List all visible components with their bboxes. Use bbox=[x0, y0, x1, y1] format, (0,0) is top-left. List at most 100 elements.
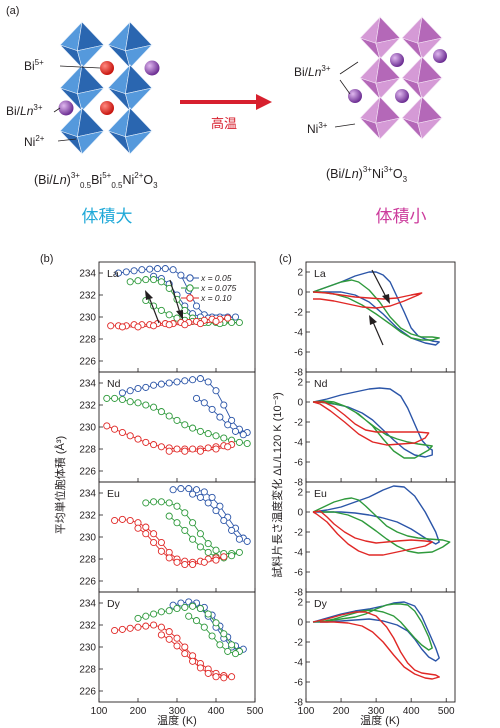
data-point bbox=[173, 445, 181, 453]
data-point bbox=[220, 434, 228, 442]
data-point bbox=[181, 603, 189, 611]
y-tick-label: 230 bbox=[79, 423, 96, 434]
octahedron bbox=[401, 16, 443, 60]
data-point bbox=[204, 444, 212, 452]
data-point bbox=[212, 507, 220, 515]
data-point bbox=[212, 546, 220, 554]
data-point bbox=[118, 625, 126, 633]
data-point bbox=[126, 516, 134, 525]
subpanel-label: Dy bbox=[314, 598, 328, 610]
data-point bbox=[134, 323, 142, 331]
series-line bbox=[312, 279, 440, 341]
data-point bbox=[150, 621, 158, 629]
octahedron bbox=[107, 64, 153, 112]
y-tick-label: -2 bbox=[294, 638, 303, 649]
data-point bbox=[165, 379, 173, 387]
data-point bbox=[118, 428, 126, 437]
data-point bbox=[189, 602, 197, 610]
data-point bbox=[235, 438, 243, 446]
data-point bbox=[173, 378, 181, 386]
data-series bbox=[107, 314, 232, 331]
ni2-label: Ni2+ bbox=[24, 134, 45, 149]
series-line bbox=[312, 271, 440, 346]
data-point bbox=[177, 599, 185, 607]
plot-frame bbox=[305, 591, 456, 703]
data-point bbox=[134, 524, 142, 532]
bi-ln-atom bbox=[395, 89, 409, 103]
data-point bbox=[138, 266, 146, 274]
data-point bbox=[228, 673, 236, 681]
bi5-label: Bi5+ bbox=[24, 58, 44, 73]
y-tick-label: -6 bbox=[294, 678, 303, 689]
data-series bbox=[111, 621, 236, 682]
subpanel-label: La bbox=[107, 268, 119, 280]
data-point bbox=[126, 624, 134, 632]
data-point bbox=[231, 313, 240, 321]
y-tick-label: -8 bbox=[294, 368, 303, 379]
leader-line bbox=[57, 138, 77, 142]
y-tick-label: -4 bbox=[294, 658, 303, 669]
data-point bbox=[196, 427, 204, 435]
data-point bbox=[196, 493, 204, 501]
panel-label-a: (a) bbox=[6, 5, 19, 17]
data-point bbox=[212, 432, 220, 440]
data-point bbox=[235, 548, 243, 556]
octahedron bbox=[401, 56, 443, 100]
y-tick-label: 232 bbox=[79, 401, 96, 412]
y-tick-label: 2 bbox=[297, 378, 303, 389]
data-point bbox=[122, 268, 130, 276]
subpanel-label: La bbox=[314, 268, 326, 280]
data-point bbox=[189, 535, 197, 543]
data-point bbox=[103, 394, 111, 402]
y-tick-label: 226 bbox=[79, 577, 96, 588]
series-line bbox=[312, 387, 433, 458]
arrow-down-annotation bbox=[371, 269, 390, 304]
y-tick-label: 0 bbox=[297, 618, 303, 629]
data-point bbox=[165, 628, 173, 636]
data-point bbox=[126, 432, 134, 440]
data-point bbox=[134, 384, 142, 393]
data-point bbox=[220, 674, 228, 682]
octahedron bbox=[59, 64, 105, 112]
data-point bbox=[142, 612, 150, 620]
data-point bbox=[157, 538, 165, 547]
chart-c: -8 -6 -4 -2 0 2 La -8 -6 -4 -2 0 2 Nd -8 -6 -4 -2 0 2 Eu -8 -6… bbox=[294, 261, 456, 717]
data-point bbox=[173, 604, 181, 613]
y-tick-label: 2 bbox=[297, 488, 303, 499]
series-line bbox=[312, 603, 433, 651]
y-tick-label: 230 bbox=[79, 313, 96, 324]
data-point bbox=[185, 485, 193, 493]
y-tick-label: -4 bbox=[294, 548, 303, 559]
data-point bbox=[130, 267, 138, 275]
x-tick-label: 200 bbox=[130, 706, 147, 717]
y-tick-label: -6 bbox=[294, 458, 303, 469]
octahedron bbox=[359, 16, 401, 60]
data-point bbox=[200, 558, 208, 566]
data-point bbox=[126, 387, 134, 395]
data-point bbox=[134, 623, 142, 631]
chart-subpanel: -8 -6 -4 -2 0 2 Eu bbox=[294, 481, 456, 599]
data-point bbox=[204, 540, 212, 548]
y-tick-label: 230 bbox=[79, 643, 96, 654]
data-point bbox=[196, 664, 204, 672]
chart-subpanel: 226 228 230 232 234 Eu bbox=[79, 481, 256, 593]
y-tick-label: 228 bbox=[79, 665, 96, 676]
y-tick-label: -8 bbox=[294, 698, 303, 709]
right-caption: 体積小 bbox=[376, 207, 427, 226]
data-point bbox=[181, 447, 189, 455]
data-series bbox=[134, 602, 243, 658]
data-point bbox=[134, 614, 142, 622]
data-series bbox=[312, 510, 433, 556]
data-point bbox=[235, 318, 243, 327]
data-point bbox=[216, 502, 224, 510]
data-point bbox=[228, 416, 236, 424]
data-point bbox=[157, 498, 165, 506]
data-point bbox=[189, 657, 197, 665]
data-point bbox=[185, 612, 193, 620]
data-point bbox=[173, 502, 181, 510]
data-series bbox=[312, 279, 440, 341]
data-point bbox=[220, 401, 228, 409]
legend-label: x = 0.05 bbox=[200, 273, 232, 283]
data-point bbox=[165, 512, 173, 520]
data-point bbox=[212, 317, 220, 325]
